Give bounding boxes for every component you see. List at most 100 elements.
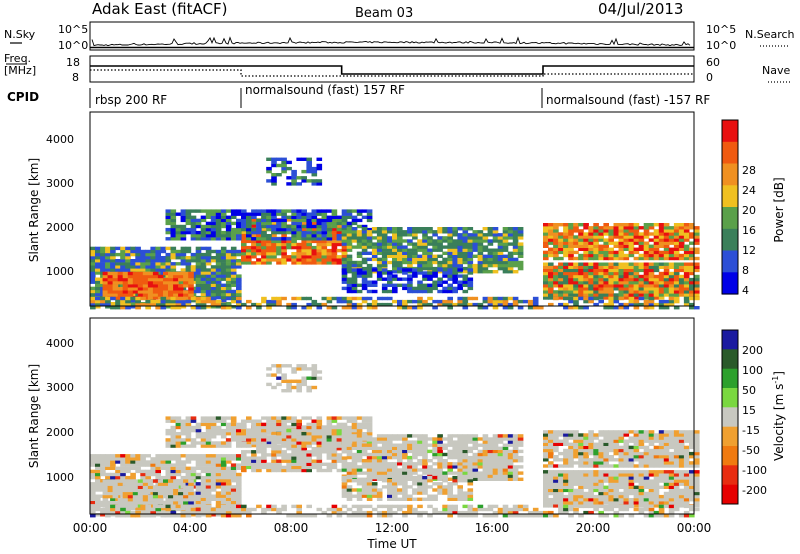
powerImg-cell-2116	[638, 247, 645, 251]
powerImg-cell-2519	[658, 265, 665, 269]
powerImg-cell-2789	[371, 302, 378, 307]
powerImg-cell-406	[200, 268, 207, 272]
powerImg-cell-374	[190, 256, 197, 260]
powerImg-cell-2153	[653, 223, 660, 227]
powerImg-cell-2213	[683, 247, 690, 251]
velImg-cell-367	[195, 503, 202, 508]
powerImg-cell-1650	[472, 239, 479, 243]
powerImg-cell-1310	[366, 212, 373, 216]
powerImg-cell-424	[205, 268, 212, 272]
powerImg-cell-1124	[251, 230, 257, 235]
powerImg-cell-1219	[306, 215, 312, 219]
powerImg-cell-860	[301, 242, 307, 247]
velImg-cell-640	[163, 479, 169, 483]
velImg-cell-646	[168, 488, 174, 493]
powerImg-cell-1311	[366, 209, 373, 213]
powerImg-cell-2456	[633, 284, 640, 288]
velImg-cell-1123	[276, 444, 282, 448]
velImg-cell-571	[122, 482, 129, 486]
powerImg-cell-1356	[356, 233, 363, 237]
powerImg-cell-2129	[643, 235, 650, 239]
velImg-cell-817	[291, 431, 297, 435]
powerImg-cell-651	[168, 293, 174, 297]
powerImg-cell-2031	[598, 250, 604, 255]
powerImg-cell-2699	[175, 296, 182, 301]
velImg-cell-1419	[392, 452, 398, 457]
velImg-cell-218	[150, 469, 156, 474]
powerImg-cell-1511	[422, 266, 428, 271]
powerImg-cell-1535	[427, 236, 433, 240]
velImg-cell-1733	[512, 452, 519, 457]
powerImg-cell-2379	[598, 265, 604, 269]
velImg-cell-1263	[361, 441, 368, 445]
velImg-cell-793	[286, 468, 292, 473]
velImg-cell-554	[112, 482, 119, 486]
powerImg-cell-2320	[573, 262, 579, 266]
velImg-cell-1270	[361, 416, 368, 420]
powerImg-cell-2351	[588, 277, 594, 282]
velImg-cell-982	[180, 419, 187, 423]
powerImg-cell-2230	[694, 256, 700, 261]
powerImg-cell-2939	[683, 302, 690, 307]
powerImg-cell-123	[120, 268, 126, 272]
powerImg-cell-688	[188, 284, 194, 288]
powerImg-cell-2033	[598, 244, 604, 248]
powerImg-cell-163	[130, 262, 136, 266]
powerImg-cell-696	[241, 252, 247, 256]
powerImg-cell-1394	[376, 266, 383, 271]
velImg-cell-1208	[326, 425, 333, 430]
velImg-cell-406	[205, 497, 212, 501]
powerImg-cell-2347	[588, 290, 594, 294]
velImg-cell-951	[165, 441, 172, 445]
powerImg-cell-2827	[457, 302, 463, 307]
powerImg-cell-535	[236, 252, 242, 257]
velImg-cell-1522	[432, 440, 438, 444]
powerImg-cell-13	[90, 262, 96, 266]
velImg-cell-1640	[482, 477, 489, 481]
powerImg-cell-2709	[200, 302, 207, 307]
powerImg-cell-605	[137, 274, 144, 279]
velImg-cell-1604	[467, 471, 474, 475]
velImg-cell-578	[127, 488, 134, 493]
velImg-cell-168	[135, 466, 141, 470]
powerImg-cell-1126	[251, 215, 257, 219]
powerImg-cell-1185	[286, 209, 292, 213]
velImg-cell-1391	[381, 452, 388, 457]
velImg-cell-1113	[266, 419, 272, 423]
velImg-cell-1070	[236, 422, 242, 427]
velImg-cell-1169	[301, 416, 307, 420]
velImg-cell-1184	[311, 425, 318, 430]
velImg-cell-822	[296, 462, 302, 466]
powerImg-cell-1724	[502, 242, 509, 246]
velImg-cell-1824	[402, 485, 408, 489]
velImg-cell-82	[110, 463, 116, 467]
powerImg-cell-484	[220, 246, 227, 251]
velocity-panel: 4000 3000 2000 1000 Slant Range [km] 200…	[27, 317, 786, 518]
velImg-cell-1474	[412, 443, 418, 447]
powerImg-cell-1638	[467, 242, 474, 246]
powerImg-cell-1833	[402, 271, 408, 275]
velImg-cell-778	[276, 428, 282, 432]
powerImg-cell-1025	[190, 221, 197, 226]
velImg-cell-255	[160, 460, 167, 464]
velImg-cell-892	[321, 447, 328, 451]
velImg-cell-654	[173, 491, 179, 496]
powerImg-cell-491	[225, 283, 232, 287]
velImg-cell-1749	[517, 434, 524, 438]
powerImg-cell-164	[130, 259, 136, 263]
powerImg-cell-2483	[643, 271, 650, 276]
velImg-cell-1606	[467, 465, 474, 469]
powerImg-cell-712	[246, 245, 252, 250]
powerImg-cell-2580	[689, 287, 695, 291]
velImg-cell-1498	[422, 446, 428, 450]
velImg-cell-1112	[266, 422, 272, 427]
velImg-cell-494	[225, 454, 232, 458]
velImg-cell-840	[301, 453, 307, 457]
velImg-cell-629	[157, 488, 164, 493]
powerImg-cell-2157	[658, 244, 665, 248]
powerImg-cell-1674	[482, 248, 489, 252]
velImg-cell-997	[190, 419, 197, 423]
velImg-cell-12	[90, 472, 96, 477]
powerImg-cell-34	[95, 256, 101, 260]
velImg-cell-1826	[402, 479, 408, 483]
